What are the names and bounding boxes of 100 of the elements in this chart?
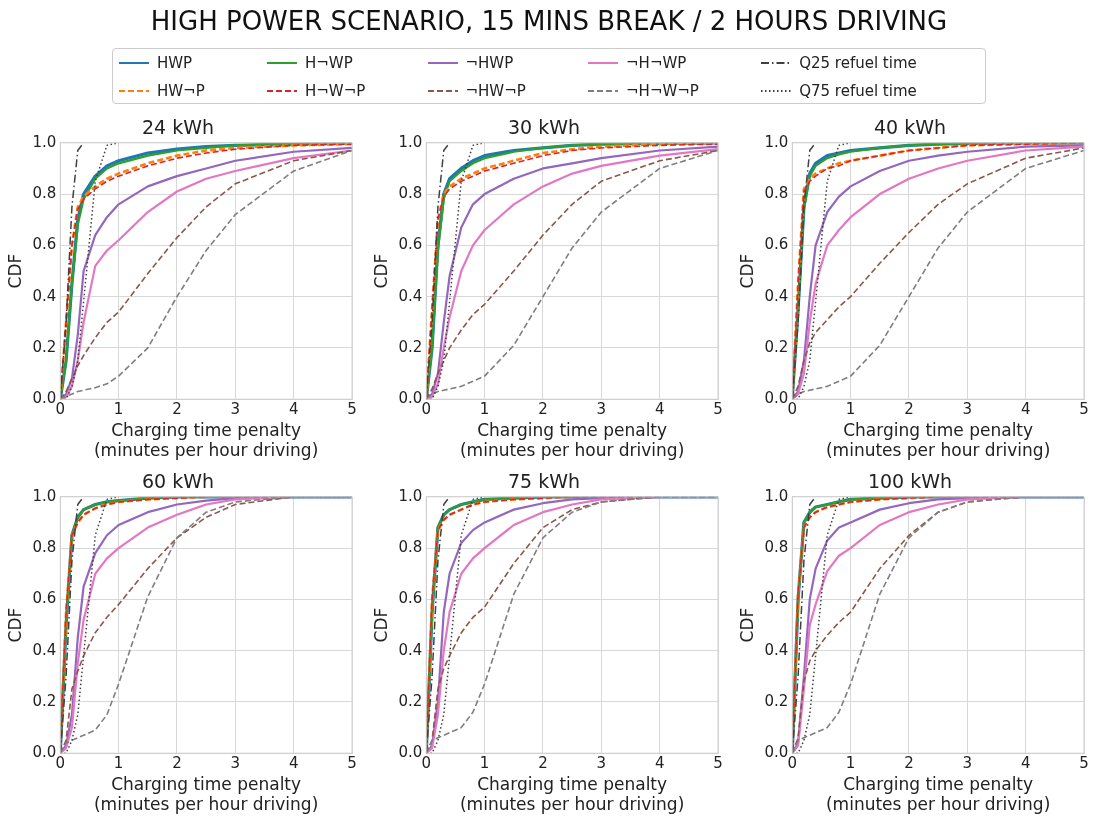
y-tick-label: 0.0 (398, 389, 423, 408)
x-tick-label: 5 (713, 400, 723, 419)
x-tick-label: 4 (1020, 400, 1031, 419)
x-tick-label: 4 (288, 754, 299, 773)
chart-title: 75 kWh (507, 470, 581, 493)
x-tick-label: 1 (113, 754, 124, 773)
x-tick-label: 0 (787, 754, 798, 773)
x-tick-label: 1 (845, 754, 856, 773)
x-tick-label: 4 (1020, 754, 1031, 773)
y-tick-label: 0.8 (764, 183, 789, 202)
x-axis-title: Charging time penalty (minutes per hour driving) (825, 419, 1051, 461)
y-tick-label: 1.0 (398, 132, 423, 151)
x-tick-label: 3 (596, 754, 607, 773)
x-tick-label: 2 (538, 400, 548, 419)
y-tick-label: 0.2 (32, 337, 57, 356)
y-tick-label: 0.8 (764, 537, 789, 556)
legend-label: ¬HWP (465, 54, 514, 72)
y-axis-title: CDF (4, 607, 25, 643)
y-tick-label: 0.8 (32, 537, 57, 556)
x-tick-label: 5 (1079, 754, 1089, 773)
y-axis-title: CDF (736, 607, 757, 643)
x-tick-label: 1 (479, 400, 490, 419)
y-tick-label: 0.6 (32, 235, 57, 254)
y-tick-label: 0.8 (398, 537, 423, 556)
x-tick-label: 2 (172, 754, 182, 773)
y-tick-label: 1.0 (32, 132, 57, 151)
y-tick-label: 0.6 (764, 589, 789, 608)
y-tick-label: 0.2 (398, 691, 423, 710)
x-tick-label: 3 (596, 400, 607, 419)
y-axis-title: CDF (370, 607, 391, 643)
x-tick-label: 0 (787, 400, 798, 419)
legend-label: HW¬P (157, 82, 205, 100)
x-axis-title: Charging time penalty (minutes per hour driving) (93, 773, 319, 815)
y-tick-label: 0.6 (32, 589, 57, 608)
y-tick-label: 0.4 (764, 286, 789, 305)
legend-label: H¬WP (304, 54, 353, 72)
x-axis-title: Charging time penalty (minutes per hour driving) (93, 419, 319, 461)
chart-title: 30 kWh (507, 116, 581, 139)
y-tick-label: 0.2 (764, 337, 789, 356)
y-tick-label: 0.4 (398, 640, 423, 659)
x-axis-title: Charging time penalty (minutes per hour driving) (459, 419, 685, 461)
y-tick-label: 0.2 (398, 337, 423, 356)
y-tick-label: 0.6 (398, 589, 423, 608)
x-tick-label: 4 (654, 754, 665, 773)
x-tick-label: 2 (172, 400, 182, 419)
chart-title: 24 kWh (141, 116, 215, 139)
legend-label: HWP (157, 54, 193, 72)
chart-title: 40 kWh (873, 116, 947, 139)
y-tick-label: 0.0 (32, 743, 57, 762)
y-tick-label: 1.0 (764, 486, 789, 505)
x-tick-label: 4 (654, 400, 665, 419)
x-tick-label: 5 (347, 754, 357, 773)
x-axis-title: Charging time penalty (minutes per hour driving) (825, 773, 1051, 815)
y-tick-label: 0.8 (32, 183, 57, 202)
x-tick-label: 0 (55, 400, 66, 419)
legend-label: ¬HW¬P (465, 82, 526, 100)
x-tick-label: 3 (230, 400, 241, 419)
y-tick-label: 1.0 (32, 486, 57, 505)
x-tick-label: 5 (1079, 400, 1089, 419)
y-tick-label: 0.0 (764, 389, 789, 408)
chart-title: 100 kWh (867, 470, 953, 493)
x-tick-label: 0 (55, 754, 66, 773)
x-axis-title: Charging time penalty (minutes per hour driving) (459, 773, 685, 815)
x-tick-label: 2 (904, 400, 914, 419)
y-tick-label: 0.4 (32, 640, 57, 659)
legend-label: ¬H¬W¬P (626, 82, 699, 100)
x-tick-label: 2 (904, 754, 914, 773)
x-tick-label: 1 (113, 400, 124, 419)
legend-label: Q25 refuel time (799, 54, 917, 72)
x-tick-label: 3 (230, 754, 241, 773)
y-axis-title: CDF (736, 253, 757, 289)
x-tick-label: 2 (538, 754, 548, 773)
y-tick-label: 0.2 (32, 691, 57, 710)
text: HIGH POWER SCENARIO, 15 MINS BREAK / 2 HOURS DRIVING (149, 6, 949, 36)
x-tick-label: 1 (845, 400, 856, 419)
legend-label: H¬W¬P (304, 82, 366, 100)
legend-label: Q75 refuel time (799, 82, 917, 100)
x-tick-label: 3 (962, 754, 973, 773)
legend-label: ¬H¬WP (626, 54, 687, 72)
y-axis-title: CDF (370, 253, 391, 289)
y-tick-label: 0.4 (764, 640, 789, 659)
x-tick-label: 3 (962, 400, 973, 419)
y-tick-label: 0.0 (32, 389, 57, 408)
chart-title: 60 kWh (141, 470, 215, 493)
y-tick-label: 0.0 (398, 743, 423, 762)
y-tick-label: 0.2 (764, 691, 789, 710)
y-tick-label: 0.6 (764, 235, 789, 254)
y-tick-label: 0.0 (764, 743, 789, 762)
y-axis-title: CDF (4, 253, 25, 289)
y-tick-label: 0.6 (398, 235, 423, 254)
y-tick-label: 0.8 (398, 183, 423, 202)
y-tick-label: 1.0 (764, 132, 789, 151)
y-tick-label: 1.0 (398, 486, 423, 505)
y-tick-label: 0.4 (32, 286, 57, 305)
x-tick-label: 1 (479, 754, 490, 773)
x-tick-label: 4 (288, 400, 299, 419)
x-tick-label: 0 (421, 400, 432, 419)
x-tick-label: 5 (347, 400, 357, 419)
x-tick-label: 5 (713, 754, 723, 773)
x-tick-label: 0 (421, 754, 432, 773)
